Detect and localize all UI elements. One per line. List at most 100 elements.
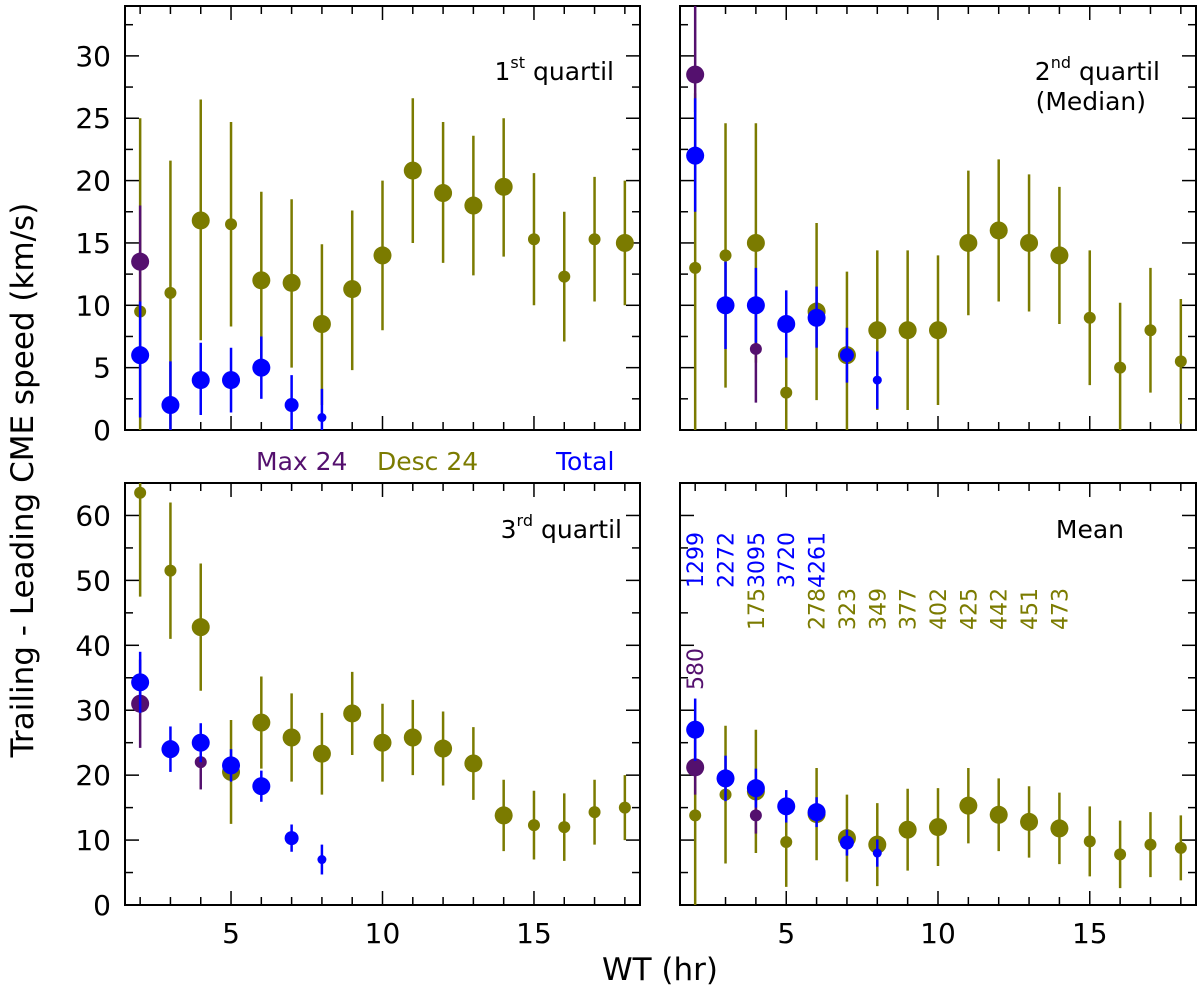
data-point [131,673,150,692]
q2-data [686,6,1187,430]
count-total: 2272 [715,532,740,588]
mean-series-total [686,698,882,867]
data-point [464,196,483,215]
q3-ytick-label: 30 [75,694,111,727]
data-point [959,796,978,815]
data-point [284,398,299,413]
panel-q3: 0 10 20 30 40 50 60 5 10 15 [75,482,641,950]
data-point [312,315,331,333]
data-point [1174,841,1187,854]
data-point [898,321,917,340]
count-total: 4261 [806,532,831,588]
data-point [164,564,177,577]
data-point [252,777,271,796]
data-point [749,809,762,822]
data-point [252,358,271,377]
q1-ytick-label: 10 [75,289,111,322]
data-point [1050,246,1069,265]
data-point [716,296,735,315]
data-point [282,728,301,747]
data-point [161,740,180,759]
count-max24: 580 [684,648,709,690]
data-point [588,233,601,246]
q3-label: 3rd quartil [501,511,622,544]
count-desc24: 377 [897,588,922,630]
data-point [494,806,513,825]
q1-ytick-label: 0 [93,414,111,447]
q3-data [131,483,631,875]
data-point [807,308,826,327]
data-point [131,252,150,271]
legend-desc24: Desc 24 [377,447,478,476]
panel-q1: 0 5 10 15 20 25 30 [75,5,641,447]
count-desc24: 349 [866,588,891,630]
data-point [527,819,540,832]
data-point [222,756,241,775]
mean-xtick-label: 10 [920,917,956,950]
data-point [527,233,540,246]
count-desc24: 402 [927,588,952,630]
q3-ytick-label: 10 [75,824,111,857]
data-point [839,348,854,363]
data-point [686,720,705,739]
data-point [343,704,362,723]
data-point [464,754,483,773]
data-point [959,233,978,252]
data-point [777,797,796,816]
data-point [1114,848,1127,861]
data-point [1114,361,1127,374]
q3-ytick-label: 40 [75,629,111,662]
data-point [284,831,299,846]
data-point [716,769,735,788]
data-point [689,809,702,822]
q2-series-desc24 [689,93,1187,430]
data-point [872,375,882,385]
data-point [929,818,947,837]
data-point [872,848,882,858]
data-point [317,855,327,865]
data-point [312,744,331,763]
q3-xtick-label: 5 [222,917,240,950]
data-point [777,315,796,333]
panel-mean: 5 10 15 [679,482,1197,950]
y-axis-title: Trailing - Leading CME speed (km/s) [5,203,41,759]
data-point [434,739,453,758]
data-point [898,820,917,839]
data-point [134,486,147,499]
q1-data [131,98,634,430]
data-point [191,371,210,390]
q3-xtick-label: 15 [516,917,552,950]
data-point [191,618,210,637]
data-point [373,733,392,752]
data-point [558,821,571,834]
data-point [403,161,422,180]
data-point [191,733,210,752]
mean-xtick-label: 5 [777,917,795,950]
data-point [746,779,765,798]
data-point [1050,819,1069,838]
q2-series-total [686,98,882,409]
count-total: 3720 [775,532,800,588]
count-desc24: 175 [745,588,770,630]
q1-ytick-label: 15 [75,227,111,260]
data-point [161,396,180,415]
legend-max24: Max 24 [256,447,347,476]
data-point [689,261,702,274]
data-point [252,713,271,732]
data-point [434,184,453,203]
data-point [839,835,854,850]
data-point [618,801,631,814]
q1-label: 1st quartil [494,53,614,86]
count-desc24: 425 [957,588,982,630]
q2-series-max24 [686,6,762,403]
count-total: 1299 [684,532,709,588]
data-point [746,296,765,315]
q1-series-max24 [131,205,150,318]
data-point [1020,812,1039,831]
data-point [1083,835,1096,848]
data-point [868,321,887,340]
q3-ytick-label: 20 [75,759,111,792]
data-point [719,249,732,262]
count-desc24: 278 [806,588,831,630]
count-desc24: 451 [1018,588,1043,630]
